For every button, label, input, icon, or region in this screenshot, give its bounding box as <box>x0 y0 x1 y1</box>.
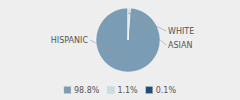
slice-label: HISPANIC <box>51 36 89 45</box>
legend-label: 98.8% <box>74 86 100 95</box>
pie-slice <box>96 8 160 72</box>
legend-swatch <box>107 87 114 94</box>
leader-line <box>129 13 166 31</box>
legend-swatch <box>146 87 153 94</box>
legend-item: 1.1% <box>107 86 138 95</box>
legend-item: 0.1% <box>146 86 177 95</box>
legend-label: 1.1% <box>117 86 138 95</box>
leader-line <box>128 13 166 45</box>
legend-item: 98.8% <box>64 86 100 95</box>
legend-label: 0.1% <box>156 86 177 95</box>
legend: 98.8% 1.1% 0.1% <box>64 86 176 95</box>
labels: HISPANIC WHITE ASIAN <box>51 13 194 59</box>
legend-swatch <box>64 87 71 94</box>
slice-label: WHITE <box>168 27 194 36</box>
slice-label: ASIAN <box>168 41 192 50</box>
leader-line <box>90 40 127 59</box>
pie <box>96 8 160 72</box>
background <box>0 0 240 100</box>
chart: HISPANIC WHITE ASIAN 98.8% 1.1% 0.1% <box>0 0 240 100</box>
